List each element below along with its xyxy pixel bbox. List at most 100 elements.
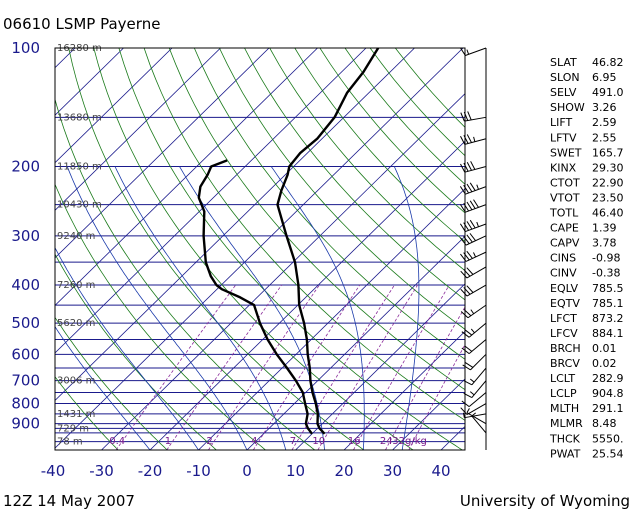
wind-barb-staff: [465, 204, 487, 213]
index-name: BRCV: [550, 357, 580, 370]
index-value: 291.1: [592, 402, 624, 415]
temperature-tick-label: 30: [383, 462, 402, 480]
wind-barb-staff: [468, 339, 487, 354]
wind-barb-flag: [467, 111, 472, 121]
wind-barb: [459, 182, 487, 195]
isotherm-line: [55, 48, 415, 402]
wind-barb-staff: [466, 266, 487, 279]
index-value: 884.1: [592, 327, 624, 340]
dry-adiabat: [55, 97, 316, 450]
mixing-ratio-label: 4: [251, 436, 257, 447]
temperature-tick-label: 20: [334, 462, 353, 480]
pressure-tick-label: 400: [11, 276, 40, 294]
temperature-axis: -40 -30 -20 -10 0 10 20 30 40: [41, 462, 451, 480]
height-label: 1431 m: [57, 409, 95, 420]
isotherm-line: [55, 48, 464, 449]
wind-barb-half-flag: [476, 221, 479, 227]
index-name: EQLV: [550, 282, 579, 295]
wind-barb-flag: [469, 182, 476, 191]
wind-barb-flag: [463, 202, 470, 212]
footer-date: 12Z 14 May 2007: [3, 492, 135, 510]
isotherm-line: [55, 48, 221, 211]
wind-barb-staff: [466, 403, 487, 415]
index-value: 6.95: [592, 71, 617, 84]
temperature-tick-label: -30: [89, 462, 114, 480]
wind-barb-half-flag: [469, 378, 475, 383]
mixing-ratio-line: [115, 284, 237, 450]
index-name: LCLT: [550, 372, 575, 385]
index-name: TOTL: [549, 207, 579, 220]
wind-barb-flag: [469, 233, 476, 241]
height-label: 78 m: [57, 437, 83, 448]
isotherm-line: [149, 140, 465, 450]
isotherm-line: [392, 378, 465, 450]
wind-barb: [461, 339, 487, 354]
isotherm-line: [55, 48, 173, 164]
index-value: 785.5: [592, 282, 624, 295]
temperature-profile: [276, 48, 380, 435]
mixing-ratio-line: [408, 343, 465, 450]
mixing-ratio-line: [385, 306, 465, 450]
wind-barb-flag: [466, 285, 474, 293]
dewpoint-profile: [197, 159, 313, 435]
index-name: CTOT: [550, 176, 580, 189]
dry-adiabat: [55, 183, 266, 450]
wind-barb-flag: [463, 380, 473, 386]
wind-barb: [459, 199, 487, 213]
wind-barb-flag: [462, 364, 471, 371]
index-name: CINS: [550, 252, 576, 265]
dry-adiabat: [55, 376, 119, 450]
temperature-tick-label: 40: [431, 462, 450, 480]
wind-barb-staff: [466, 284, 487, 297]
mixing-ratio-line: [291, 284, 395, 450]
isotherm-line: [295, 283, 465, 450]
wind-barb-half-flag: [469, 391, 475, 396]
wind-barb-staff: [464, 413, 487, 419]
wind-barb-flag: [466, 161, 472, 171]
index-value: 29.30: [592, 161, 624, 174]
wind-barb-flag: [466, 234, 473, 243]
wind-barb-flag: [466, 134, 472, 143]
index-value: -0.38: [592, 267, 620, 280]
wind-barb-half-flag: [462, 412, 465, 418]
pressure-tick-label: 800: [11, 395, 40, 413]
index-name: LFCV: [550, 327, 578, 340]
wind-barb-staff: [471, 415, 487, 434]
dry-adiabat: [68, 48, 365, 450]
profile-lines: [197, 48, 380, 435]
index-value: 0.02: [592, 357, 617, 370]
wind-barb-flag: [463, 135, 469, 144]
wind-barb: [460, 161, 487, 173]
wind-barb: [462, 412, 487, 419]
dry-adiabat: [244, 48, 465, 301]
chart-title: 06610 LSMP Payerne: [3, 15, 160, 33]
moist-adiabat: [66, 166, 248, 450]
wind-barb-flag: [460, 253, 467, 262]
index-value: 5550.: [592, 432, 624, 445]
isotherm-line: [343, 330, 465, 450]
height-label: 7260 m: [57, 280, 95, 291]
dry-adiabat: [143, 48, 465, 421]
index-name: CAPV: [550, 237, 580, 250]
index-value: 2.55: [592, 131, 617, 144]
wind-barb-half-flag: [470, 309, 475, 315]
wind-barb: [460, 266, 487, 279]
moist-adiabat: [55, 246, 199, 450]
wind-barb-flag: [470, 161, 476, 170]
index-value: 3.26: [592, 101, 617, 114]
wind-barb-staff: [465, 235, 487, 246]
index-value: 25.54: [592, 447, 624, 460]
mixing-ratio-label: 32g/kg: [392, 436, 427, 447]
wind-barb-flag: [461, 400, 470, 408]
wind-barb-staff: [466, 412, 487, 425]
dry-adiabat: [193, 48, 465, 360]
index-name: LFCT: [550, 312, 577, 325]
index-value: 491.0: [592, 86, 624, 99]
plot-frame: [54, 47, 466, 451]
wind-barb-staff: [470, 353, 487, 371]
index-value: 46.40: [592, 207, 624, 220]
wind-barb: [462, 353, 487, 371]
index-value: 282.9: [592, 372, 624, 385]
wind-barb: [460, 403, 487, 415]
mixing-ratio-labels: 0.4 1 2 4 7 10 16 24 32g/kg: [109, 436, 427, 447]
